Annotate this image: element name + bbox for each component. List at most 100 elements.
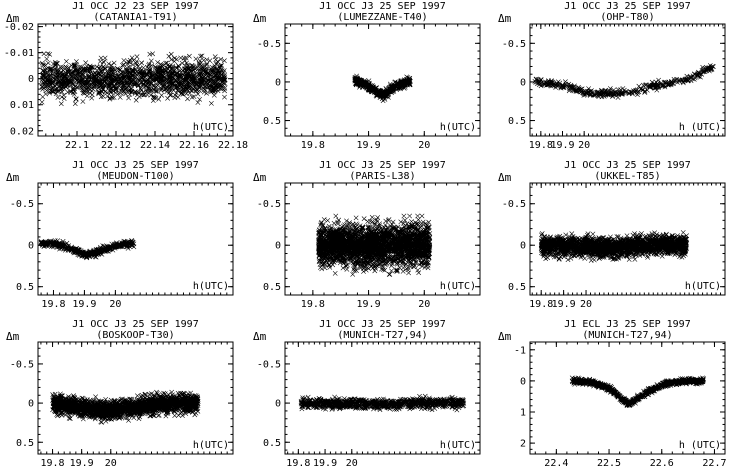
- plot-frame: [529, 341, 726, 455]
- x-tick-label: 19.8: [286, 458, 310, 469]
- plot-frame: [284, 341, 481, 455]
- y-axis-label: Δm: [6, 12, 20, 25]
- panel-8: J1 OCC J3 25 SEP 1997(MUNICH-T27,94) Δm 19…: [253, 319, 481, 469]
- panel-subtitle: (OHP-T80): [600, 12, 654, 23]
- x-axis-label: h(UTC): [193, 122, 229, 133]
- data-point-markers: [569, 375, 706, 409]
- y-tick-label: -1: [514, 345, 526, 356]
- y-tick-label: 0.5: [508, 116, 526, 127]
- x-tick-label: 19.9: [70, 458, 94, 469]
- y-axis-label: Δm: [498, 171, 512, 184]
- x-tick-label: 22.7: [702, 458, 726, 469]
- data-points: [352, 73, 413, 104]
- x-axis-label: h(UTC): [440, 281, 476, 292]
- panel-1: J1 OCC J2 23 SEP 1997(CATANIA1-T91) Δm 22.…: [4, 1, 248, 151]
- y-axis-label: Δm: [498, 12, 512, 25]
- panel-2: J1 OCC J3 25 SEP 1997(LUMEZZANE-T40) Δm 19…: [253, 1, 481, 151]
- x-tick-label: 20: [418, 299, 430, 310]
- x-tick-label: 19.9: [357, 299, 381, 310]
- x-tick-label: 19.8: [529, 140, 553, 151]
- data-points: [50, 389, 201, 425]
- y-tick-label: -0.5: [257, 359, 281, 370]
- x-tick-label: 22.14: [140, 140, 170, 151]
- y-axis-label: Δm: [498, 330, 512, 343]
- y-tick-label: -0.5: [502, 199, 526, 210]
- x-tick-label: 22.16: [179, 140, 209, 151]
- panel-3: J1 OCC J3 25 SEP 1997(OHP-T80) Δm 19.819.9…: [498, 1, 726, 151]
- x-tick-label: 20: [346, 458, 358, 469]
- x-tick-label: 22.5: [597, 458, 621, 469]
- x-axis-label: h(UTC): [440, 440, 476, 451]
- x-axis-label: h(UTC): [193, 281, 229, 292]
- x-tick-label: 19.9: [550, 140, 574, 151]
- y-axis-label: Δm: [6, 171, 20, 184]
- plot-frame: [529, 182, 726, 296]
- y-tick-label: 0.5: [263, 282, 281, 293]
- panel-title: J1 OCC J3 25 SEP 1997: [319, 319, 445, 330]
- x-tick-label: 22.6: [650, 458, 674, 469]
- y-tick-label: -0.02: [4, 22, 34, 33]
- y-tick-label: 0: [28, 399, 34, 410]
- x-tick-label: 20: [109, 299, 121, 310]
- y-tick-label: -0.5: [502, 39, 526, 50]
- plot-frame: [37, 341, 234, 455]
- panel-subtitle: (MUNICH-T27,94): [582, 330, 672, 341]
- data-points: [38, 237, 137, 261]
- y-axis-label: Δm: [253, 12, 267, 25]
- panel-subtitle: (PARIS-L38): [349, 171, 415, 182]
- x-axis-label: h (UTC): [679, 122, 721, 133]
- y-tick-label: 0.5: [263, 438, 281, 449]
- data-points: [532, 63, 716, 100]
- data-point-markers: [316, 213, 433, 277]
- data-points: [39, 51, 228, 107]
- panel-7: J1 OCC J3 25 SEP 1997(BOSKOOP-T30) Δm 19.8…: [6, 319, 234, 469]
- y-axis-label: Δm: [253, 330, 267, 343]
- y-tick-label: 1: [520, 408, 526, 419]
- plot-frame: [37, 182, 234, 296]
- panel-subtitle: (MEUDON-T100): [96, 171, 174, 182]
- y-tick-label: 0.5: [16, 282, 34, 293]
- panel-subtitle: (BOSKOOP-T30): [96, 330, 174, 341]
- data-point-markers: [50, 389, 201, 425]
- panel-subtitle: (LUMEZZANE-T40): [337, 12, 427, 23]
- x-tick-label: 22.4: [544, 458, 568, 469]
- data-points: [569, 375, 706, 409]
- y-tick-label: -0.5: [257, 39, 281, 50]
- y-tick-label: 0: [520, 241, 526, 252]
- x-tick-label: 22.12: [101, 140, 131, 151]
- y-tick-label: 0: [275, 77, 281, 88]
- y-tick-label: -0.01: [4, 48, 34, 59]
- x-tick-label: 19.8: [529, 299, 553, 310]
- x-tick-label: 19.9: [552, 299, 576, 310]
- plot-frame: [284, 182, 481, 296]
- x-tick-label: 19.8: [41, 458, 65, 469]
- plot-frame: [529, 23, 726, 137]
- panel-6: J1 OCC J3 25 SEP 1997(UKKEL-T85) Δm 19.819…: [498, 160, 726, 310]
- y-tick-label: 0.5: [16, 438, 34, 449]
- y-tick-label: 2: [520, 439, 526, 450]
- panel-title: J1 OCC J3 25 SEP 1997: [319, 160, 445, 171]
- panel-title: J1 ECL J3 25 SEP 1997: [564, 319, 690, 330]
- data-point-markers: [39, 51, 228, 107]
- panel-subtitle: (UKKEL-T85): [594, 171, 660, 182]
- panel-title: J1 OCC J3 25 SEP 1997: [319, 1, 445, 12]
- y-tick-label: 0: [520, 376, 526, 387]
- data-point-markers: [532, 63, 716, 100]
- data-point-markers: [352, 73, 413, 104]
- panel-5: J1 OCC J3 25 SEP 1997(PARIS-L38) Δm 19.8 19…: [253, 160, 481, 310]
- x-tick-label: 19.8: [301, 140, 325, 151]
- plot-frame: [37, 23, 234, 137]
- panel-title: J1 OCC J3 25 SEP 1997: [564, 160, 690, 171]
- x-axis-label: h (UTC): [679, 440, 721, 451]
- x-tick-label: 22.18: [218, 140, 248, 151]
- data-point-markers: [38, 237, 137, 261]
- y-tick-label: -0.5: [10, 359, 34, 370]
- y-tick-label: -0.5: [10, 199, 34, 210]
- panel-subtitle: (MUNICH-T27,94): [337, 330, 427, 341]
- x-axis-label: h(UTC): [193, 440, 229, 451]
- x-tick-label: 20: [578, 140, 590, 151]
- data-point-markers: [298, 393, 467, 413]
- y-tick-label: 0: [28, 241, 34, 252]
- y-axis-label: Δm: [253, 171, 267, 184]
- y-tick-label: 0.5: [263, 116, 281, 127]
